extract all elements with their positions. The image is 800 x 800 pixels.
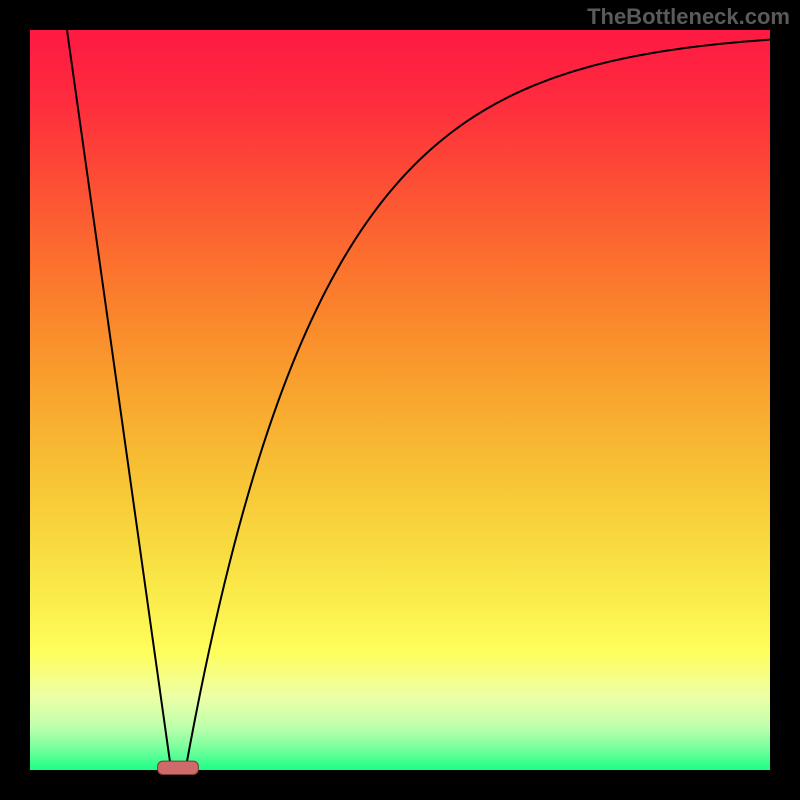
bottleneck-chart (0, 0, 800, 800)
plot-background (30, 30, 770, 770)
optimal-marker (158, 761, 199, 774)
watermark-text: TheBottleneck.com (587, 4, 790, 30)
chart-container: TheBottleneck.com (0, 0, 800, 800)
